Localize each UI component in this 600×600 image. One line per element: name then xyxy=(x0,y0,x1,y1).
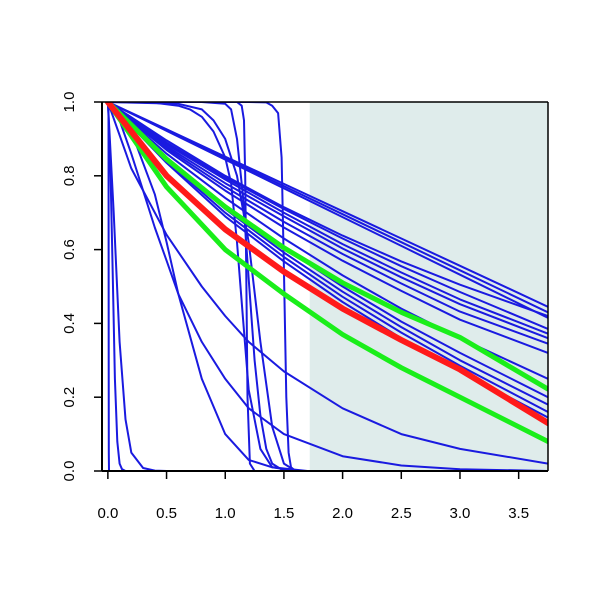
green-curve-26 xyxy=(105,102,548,392)
y-tick-label: 1.0 xyxy=(61,92,78,113)
blue-curve-3 xyxy=(106,102,548,319)
axes xyxy=(101,101,549,472)
red-curve-28 xyxy=(104,102,548,426)
x-tick-label: 3.5 xyxy=(508,505,529,522)
blue-curve-19 xyxy=(106,102,127,471)
plot-area xyxy=(104,102,548,471)
blue-curve-22 xyxy=(106,102,297,471)
x-axis-ticks: 0.0 0.5 1.0 1.5 2.0 2.5 3.0 3.5 xyxy=(97,471,529,522)
y-tick-label: 0.6 xyxy=(61,239,78,260)
series-lines xyxy=(104,102,548,471)
x-tick-label: 1.0 xyxy=(215,505,236,522)
y-tick-label: 0.8 xyxy=(61,165,78,186)
y-tick-label: 0.0 xyxy=(61,461,78,482)
blue-curve-24 xyxy=(106,102,256,471)
x-tick-label: 2.0 xyxy=(332,505,353,522)
blue-curve-15 xyxy=(106,102,548,465)
x-tick-label: 3.0 xyxy=(450,505,471,522)
blue-curve-8 xyxy=(106,102,548,345)
x-tick-label: 0.0 xyxy=(97,505,118,522)
green-curve-27 xyxy=(105,102,548,444)
blue-curve-5 xyxy=(106,102,548,330)
blue-curve-6 xyxy=(106,102,548,335)
blue-curve-4 xyxy=(106,102,548,317)
blue-curve-9 xyxy=(106,102,548,354)
y-tick-label: 0.4 xyxy=(61,313,78,334)
blue-curve-7 xyxy=(106,102,548,340)
x-tick-label: 0.5 xyxy=(156,505,177,522)
x-tick-label: 2.5 xyxy=(391,505,412,522)
blue-curve-20 xyxy=(107,102,112,471)
y-axis-ticks: 0.0 0.2 0.4 0.6 0.8 1.0 xyxy=(61,92,102,482)
y-tick-label: 0.2 xyxy=(61,387,78,408)
blue-curve-16 xyxy=(106,102,548,471)
blue-curve-21 xyxy=(106,102,297,471)
x-tick-label: 1.5 xyxy=(273,505,294,522)
